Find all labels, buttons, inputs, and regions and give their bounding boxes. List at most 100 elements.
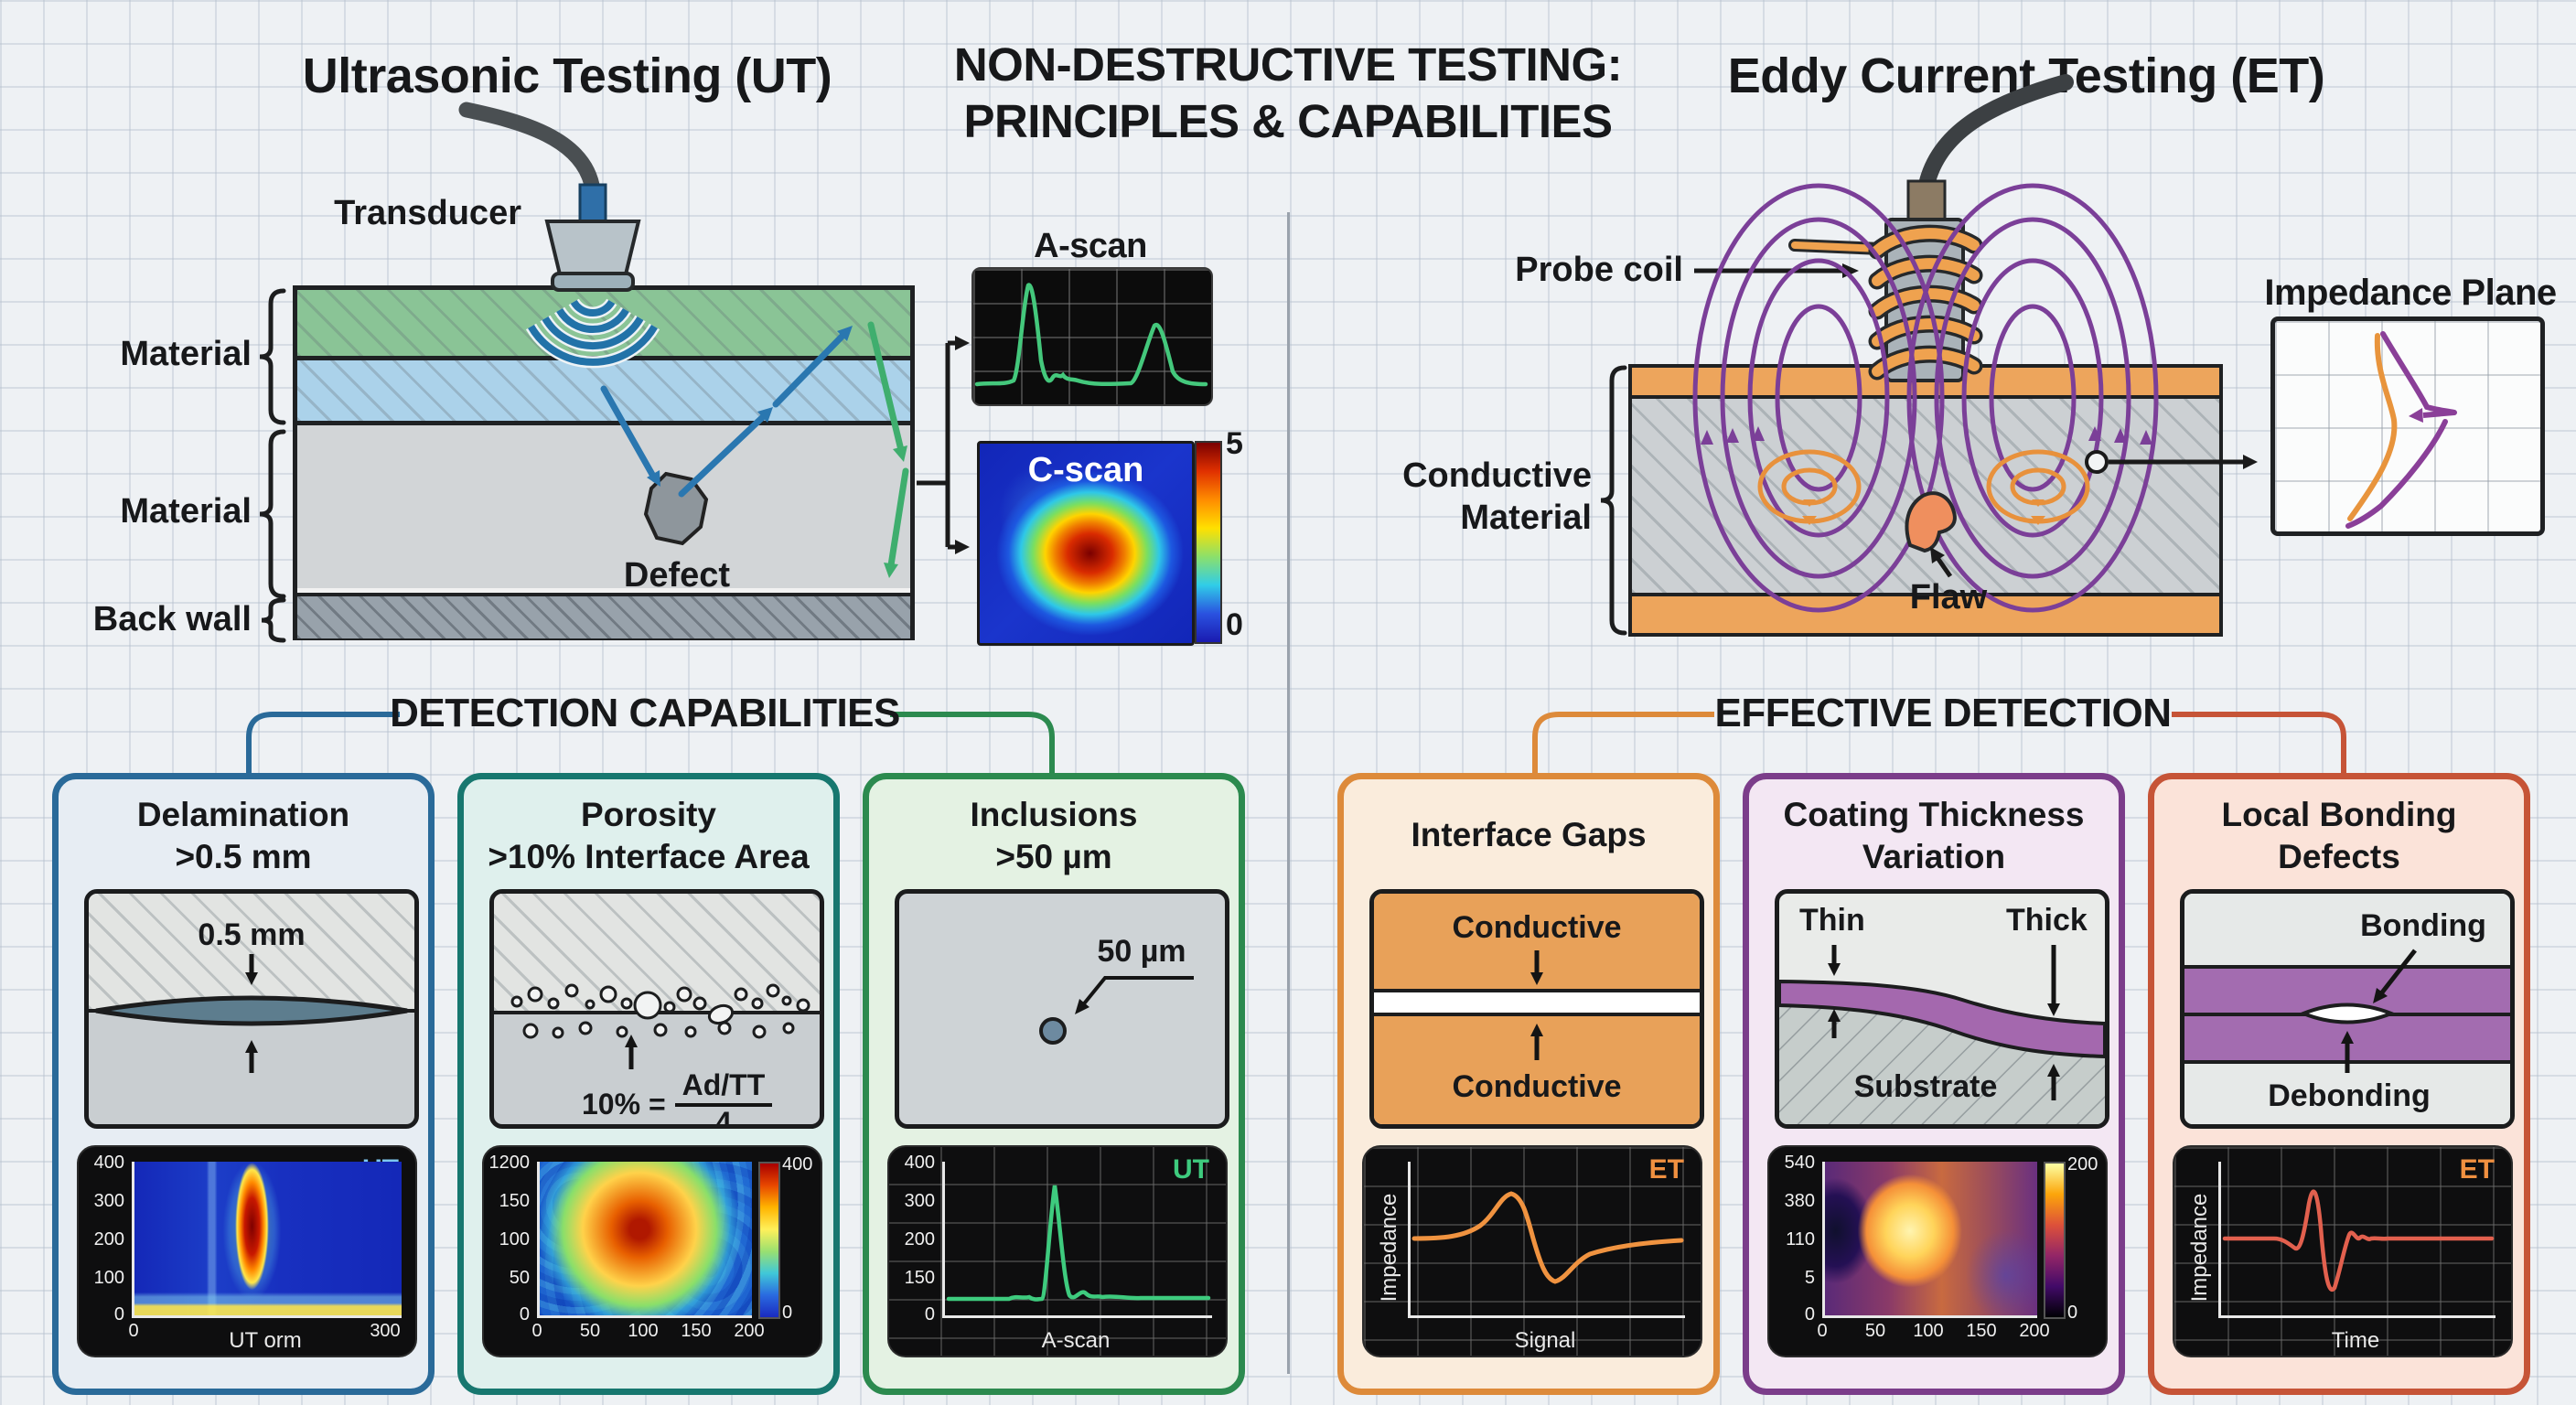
porosity-formula: 10% = Ad/TT 4 — [582, 1068, 773, 1129]
sample-point-marker — [2085, 450, 2109, 474]
transducer-body — [544, 220, 641, 276]
ut-braces — [259, 288, 286, 643]
conductive-material-label-line1: Conductive — [1402, 456, 1592, 495]
inclusions-trace — [946, 1185, 1211, 1302]
ut-layer-gap — [297, 588, 910, 593]
interface-top-label: Conductive — [1452, 910, 1622, 945]
bonding-label: Bonding — [2360, 908, 2486, 943]
magnetic-field-lines — [1692, 183, 2159, 613]
card-coating-thickness-title-line2: Variation — [1862, 838, 2006, 876]
card-coating-thickness: Coating Thickness Variation — [1743, 773, 2125, 1395]
interface-gaps-trace — [1411, 1191, 1684, 1284]
main-title: NON-DESTRUCTIVE TESTING: PRINCIPLES & CA… — [922, 37, 1654, 150]
coating-heatmap — [1822, 1162, 2037, 1318]
y-tick: 50 — [509, 1268, 530, 1288]
coating-thickness-plot: 540 380 110 5 0 200 0 0 50 100 150 200 — [1767, 1145, 2108, 1357]
interface-gaps-schematic: Conductive Conductive — [1369, 889, 1704, 1129]
back-wall-label: Back wall — [92, 600, 252, 638]
probe-coil-label: Probe coil — [1515, 251, 1683, 289]
y-tick: 1200 — [488, 1153, 531, 1173]
inclusion-dim-label: 50 µm — [1097, 934, 1186, 969]
y-tick: 200 — [93, 1229, 124, 1249]
card-coating-thickness-title-line1: Coating Thickness — [1783, 796, 2085, 833]
ut-cable — [458, 102, 601, 198]
field-direction-arrowheads — [1701, 426, 2152, 445]
porosity-colorbar-max: 400 — [782, 1154, 813, 1174]
card-interface-gaps: Interface Gaps Conductive Conductive ET … — [1337, 773, 1720, 1395]
main-title-line2: PRINCIPLES & CAPABILITIES — [963, 95, 1613, 148]
coating-thick-label: Thick — [2006, 903, 2088, 938]
inclusions-schematic: 50 µm — [895, 889, 1229, 1129]
x-tick: 150 — [681, 1321, 712, 1341]
inclusion-shape — [1039, 976, 1194, 1045]
delamination-top-layer — [89, 894, 414, 1009]
interface-bottom-label: Conductive — [1452, 1069, 1622, 1104]
card-inclusions-title: Inclusions >50 µm — [869, 794, 1239, 879]
porosity-heatmap — [537, 1162, 752, 1318]
porosity-formula-denominator: 4 — [715, 1106, 732, 1129]
y-tick: 100 — [93, 1268, 124, 1288]
y-tick: 110 — [1786, 1229, 1815, 1249]
y-tick: 150 — [904, 1268, 935, 1288]
card-delamination-title-line2: >0.5 mm — [175, 838, 312, 876]
card-delamination-title: Delamination >0.5 mm — [59, 794, 428, 879]
delamination-schematic: 0.5 mm — [84, 889, 419, 1129]
et-layer-bottom-conductor — [1632, 596, 2219, 633]
connector-inclusions — [890, 712, 1055, 773]
card-inclusions-title-line1: Inclusions — [970, 796, 1138, 833]
card-coating-thickness-title: Coating Thickness Variation — [1749, 794, 2119, 879]
defect-label: Defect — [623, 556, 731, 595]
et-brace — [1600, 365, 1627, 636]
x-tick: 0 — [1817, 1321, 1828, 1341]
x-tick: 0 — [531, 1321, 542, 1341]
c-scan-panel: C-scan — [977, 441, 1195, 646]
a-scan-title: A-scan — [1034, 227, 1147, 265]
flaw-arrow — [1930, 547, 1953, 578]
c-scan-colorbar — [1195, 441, 1222, 644]
scan-connectors — [917, 336, 970, 554]
card-porosity-title-line1: Porosity — [580, 796, 717, 833]
connector-interface — [1532, 712, 1714, 773]
interface-arrows — [1530, 950, 1543, 1060]
x-tick: 100 — [1913, 1321, 1944, 1341]
x-tick: 50 — [579, 1321, 601, 1341]
porosity-top-layer — [494, 894, 820, 1011]
card-delamination-title-line1: Delamination — [136, 796, 350, 833]
eddy-current-loops — [1757, 449, 2090, 525]
material-body-label: Material — [120, 492, 252, 531]
porosity-formula-numerator: Ad/TT — [674, 1068, 773, 1108]
ut-backwall-arrows — [867, 321, 909, 578]
delamination-heatmap — [132, 1162, 402, 1318]
c-scan-title: C-scan — [1027, 451, 1144, 489]
et-cable — [1918, 74, 2074, 193]
a-scan-trace — [974, 283, 1208, 387]
transducer-label: Transducer — [334, 194, 521, 232]
x-tick: 150 — [1966, 1321, 1997, 1341]
flaw-shape — [1905, 491, 1957, 553]
card-local-bonding-title-line2: Defects — [2278, 838, 2400, 876]
ultrasound-waves-icon — [525, 298, 660, 369]
flaw-label: Flaw — [1909, 578, 1988, 617]
c-scan-colorbar-min: 0 — [1226, 607, 1243, 642]
local-bonding-plot-legend: ET — [2459, 1154, 2495, 1185]
y-tick: 300 — [93, 1191, 124, 1211]
coating-substrate-label: Substrate — [1853, 1069, 1998, 1104]
x-tick: 50 — [1864, 1321, 1886, 1341]
card-inclusions: Inclusions >50 µm 50 µm UT 400 300 200 1… — [863, 773, 1245, 1395]
local-bonding-plot-ylabel: Impedance — [2187, 1193, 2212, 1303]
material-top-label: Material — [120, 335, 252, 373]
local-bonding-schematic: Bonding Debonding — [2180, 889, 2515, 1129]
interface-gap — [1374, 992, 1700, 1013]
local-bonding-trace-area — [2218, 1162, 2496, 1318]
detection-capabilities-heading: DETECTION CAPABILITIES — [390, 691, 900, 735]
local-bonding-plot: ET Impedance Time — [2173, 1145, 2513, 1357]
x-tick: 0 — [128, 1321, 139, 1341]
inclusions-plot-xlabel: A-scan — [1041, 1328, 1111, 1353]
card-porosity-title: Porosity >10% Interface Area — [464, 794, 833, 879]
coating-colorbar-max: 200 — [2067, 1154, 2098, 1174]
coating-colorbar-min: 0 — [2067, 1303, 2078, 1323]
y-tick: 380 — [1784, 1191, 1815, 1211]
main-title-line1: NON-DESTRUCTIVE TESTING: — [953, 38, 1623, 91]
